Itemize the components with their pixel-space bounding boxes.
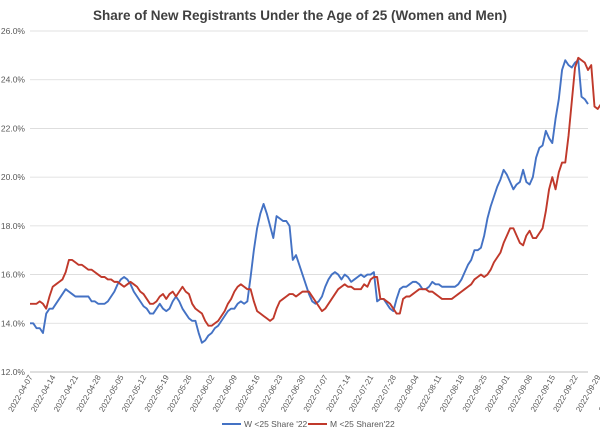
y-tick-label: 24.0% — [1, 75, 26, 85]
chart-title: Share of New Registrants Under the Age o… — [93, 8, 507, 23]
legend: W <25 Share '22 M <25 Sharen'22 — [222, 419, 395, 429]
legend-label-men: M <25 Sharen'22 — [330, 419, 395, 429]
series-line-men — [30, 56, 600, 327]
y-tick-label: 18.0% — [1, 221, 26, 231]
y-tick-label: 26.0% — [1, 26, 26, 36]
y-tick-label: 20.0% — [1, 172, 26, 182]
gridlines — [30, 30, 588, 373]
y-tick-label: 14.0% — [1, 318, 26, 328]
legend-label-women: W <25 Share '22 — [244, 419, 308, 429]
series-lines — [30, 56, 600, 344]
y-tick-label: 22.0% — [1, 123, 26, 133]
series-line-women — [30, 59, 589, 344]
y-axis-ticks: 12.0% 14.0% 16.0% 18.0% 20.0% 22.0% 24.0% 26.0% — [1, 26, 26, 377]
y-tick-label: 12.0% — [1, 367, 26, 377]
x-axis-ticks: 2022-04-072022-04-142022-04-212022-04-28… — [6, 373, 600, 413]
y-tick-label: 16.0% — [1, 270, 26, 280]
